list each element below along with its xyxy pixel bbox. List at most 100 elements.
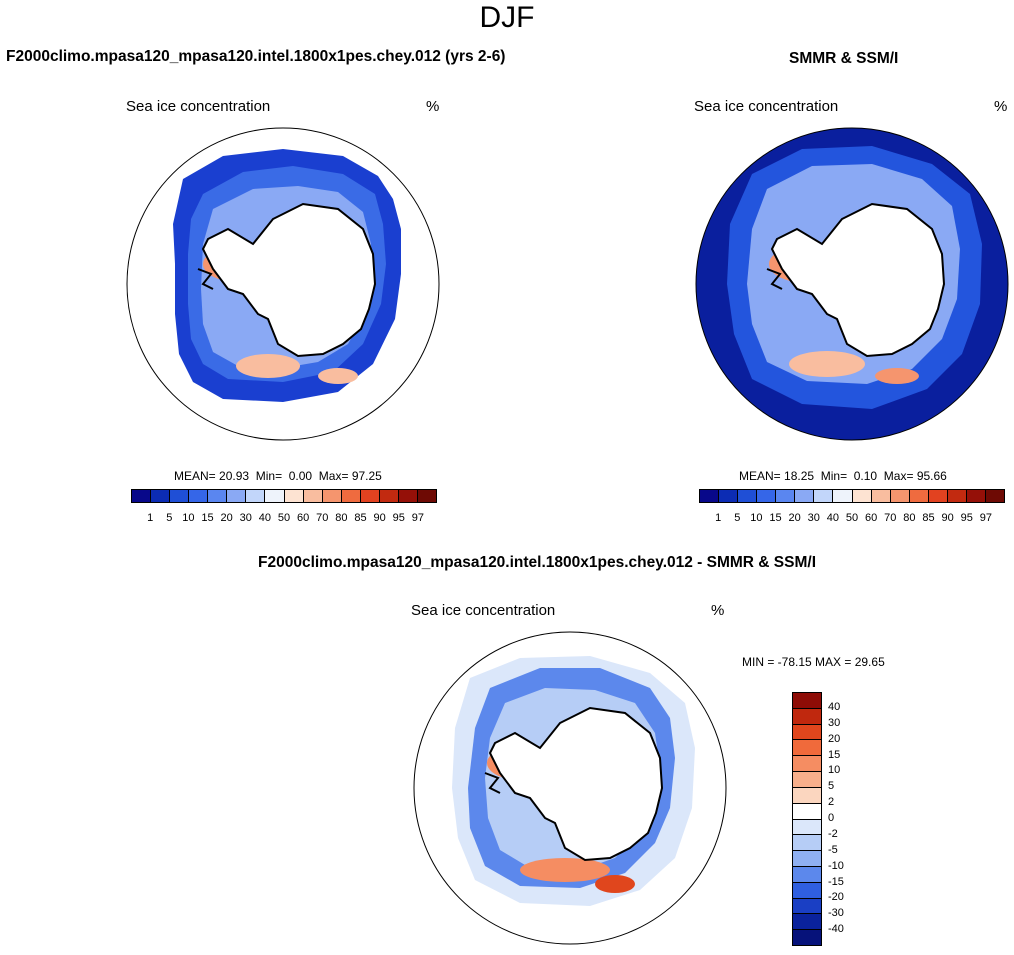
colorbar-tick-label: 80 bbox=[335, 512, 348, 524]
model-amundsen-patch bbox=[318, 368, 358, 384]
model-antarctica-outline bbox=[201, 202, 377, 358]
colorbar-tick-label: 20 bbox=[828, 732, 841, 745]
colorbar-model-ticks: 1 5 10 15 20 30 40 50 60 70 80 85 90 95 97 bbox=[131, 512, 437, 526]
colorbar-swatch bbox=[776, 490, 796, 502]
panel-obs-title: SMMR & SSM/I bbox=[789, 50, 899, 67]
colorbar-tick-label: 10 bbox=[828, 764, 841, 777]
colorbar-swatch bbox=[793, 740, 821, 757]
colorbar-obs-ticks: 1 5 10 15 20 30 40 50 60 70 80 85 90 95 97 bbox=[699, 512, 1005, 526]
colorbar-swatch bbox=[814, 490, 834, 502]
colorbar-obs bbox=[699, 489, 1005, 503]
colorbar-tick-label: 5 bbox=[734, 512, 741, 524]
panel-model-units: % bbox=[426, 98, 440, 115]
panel-diff-stats: MIN = -78.15 MAX = 29.65 bbox=[742, 655, 885, 669]
diff-amundsen-positive bbox=[595, 875, 635, 893]
colorbar-tick-label: -15 bbox=[828, 875, 844, 888]
colorbar-swatch bbox=[379, 490, 399, 502]
colorbar-tick-label: 20 bbox=[220, 512, 233, 524]
map-diff-ice-concentration bbox=[413, 631, 727, 945]
colorbar-tick-label: 90 bbox=[373, 512, 386, 524]
colorbar-swatch bbox=[360, 490, 380, 502]
colorbar-tick-label: -40 bbox=[828, 923, 844, 936]
colorbar-tick-label: 97 bbox=[411, 512, 424, 524]
colorbar-swatch bbox=[793, 866, 821, 883]
colorbar-tick-label: 70 bbox=[884, 512, 897, 524]
colorbar-tick-label: 95 bbox=[392, 512, 405, 524]
colorbar-swatch bbox=[890, 490, 910, 502]
panel-obs-field-label: Sea ice concentration bbox=[694, 98, 839, 115]
colorbar-diff bbox=[792, 692, 822, 946]
colorbar-tick-label: 15 bbox=[828, 748, 841, 761]
colorbar-model bbox=[131, 489, 437, 503]
colorbar-tick-label: 90 bbox=[941, 512, 954, 524]
colorbar-swatch bbox=[793, 819, 821, 836]
colorbar-swatch bbox=[738, 490, 758, 502]
colorbar-swatch bbox=[793, 835, 821, 852]
colorbar-tick-label: 95 bbox=[960, 512, 973, 524]
colorbar-swatch bbox=[793, 772, 821, 788]
panel-diff-field-label: Sea ice concentration bbox=[411, 602, 556, 619]
obs-amundsen-patch bbox=[875, 368, 919, 384]
colorbar-swatch bbox=[793, 930, 821, 945]
colorbar-tick-label: 70 bbox=[316, 512, 329, 524]
panel-obs-units: % bbox=[994, 98, 1008, 115]
colorbar-tick-label: 5 bbox=[828, 780, 835, 793]
panel-model-title: F2000climo.mpasa120_mpasa120.intel.1800x… bbox=[6, 48, 506, 65]
colorbar-tick-label: 50 bbox=[277, 512, 291, 524]
colorbar-swatch bbox=[793, 898, 821, 915]
colorbar-swatch bbox=[151, 490, 171, 502]
colorbar-swatch bbox=[189, 490, 209, 502]
colorbar-swatch bbox=[795, 490, 815, 502]
colorbar-tick-label: 85 bbox=[354, 512, 367, 524]
model-peninsula-outline bbox=[197, 268, 214, 290]
colorbar-swatch bbox=[398, 490, 418, 502]
colorbar-swatch bbox=[928, 490, 948, 502]
colorbar-swatch bbox=[793, 914, 821, 931]
colorbar-swatch bbox=[966, 490, 986, 502]
map-obs-ice-concentration bbox=[695, 127, 1009, 441]
panel-obs-stats: MEAN= 18.25 Min= 0.10 Max= 95.66 bbox=[739, 469, 947, 483]
colorbar-tick-label: 30 bbox=[239, 512, 252, 524]
diff-peninsula-outline bbox=[484, 772, 501, 794]
page-title: DJF bbox=[479, 1, 535, 34]
colorbar-swatch bbox=[322, 490, 342, 502]
colorbar-swatch bbox=[909, 490, 929, 502]
colorbar-swatch bbox=[208, 490, 228, 502]
colorbar-swatch bbox=[793, 851, 821, 867]
colorbar-swatch bbox=[170, 490, 190, 502]
colorbar-swatch bbox=[132, 490, 152, 502]
colorbar-swatch bbox=[793, 724, 821, 741]
colorbar-swatch bbox=[852, 490, 872, 502]
colorbar-tick-label: 15 bbox=[201, 512, 214, 524]
colorbar-tick-label: 60 bbox=[865, 512, 878, 524]
colorbar-tick-label: 2 bbox=[828, 796, 835, 809]
map-model-ice-concentration bbox=[126, 127, 440, 441]
panel-diff-title: F2000climo.mpasa120_mpasa120.intel.1800x… bbox=[258, 554, 816, 571]
colorbar-tick-label: 10 bbox=[182, 512, 195, 524]
colorbar-tick-label: 5 bbox=[166, 512, 173, 524]
colorbar-tick-label: 20 bbox=[788, 512, 801, 524]
colorbar-swatch bbox=[947, 490, 967, 502]
colorbar-swatch bbox=[265, 490, 285, 502]
colorbar-tick-label: -5 bbox=[828, 843, 838, 856]
diff-map-boundary bbox=[413, 631, 727, 945]
colorbar-swatch bbox=[793, 882, 821, 899]
panel-diff-units: % bbox=[711, 602, 725, 619]
colorbar-tick-label: -10 bbox=[828, 859, 844, 872]
colorbar-tick-label: -20 bbox=[828, 891, 844, 904]
colorbar-swatch bbox=[700, 490, 720, 502]
colorbar-swatch bbox=[833, 490, 853, 502]
colorbar-tick-label: 10 bbox=[750, 512, 763, 524]
colorbar-tick-label: 85 bbox=[922, 512, 935, 524]
panel-model-field-label: Sea ice concentration bbox=[126, 98, 271, 115]
colorbar-tick-label: 30 bbox=[807, 512, 820, 524]
model-ross-patch bbox=[236, 354, 300, 378]
colorbar-swatch bbox=[793, 787, 821, 804]
colorbar-swatch bbox=[303, 490, 323, 502]
colorbar-tick-label: 15 bbox=[769, 512, 782, 524]
colorbar-tick-label: -30 bbox=[828, 907, 844, 920]
colorbar-swatch bbox=[719, 490, 739, 502]
colorbar-swatch bbox=[793, 708, 821, 725]
colorbar-swatch bbox=[284, 490, 304, 502]
colorbar-tick-label: 80 bbox=[903, 512, 916, 524]
